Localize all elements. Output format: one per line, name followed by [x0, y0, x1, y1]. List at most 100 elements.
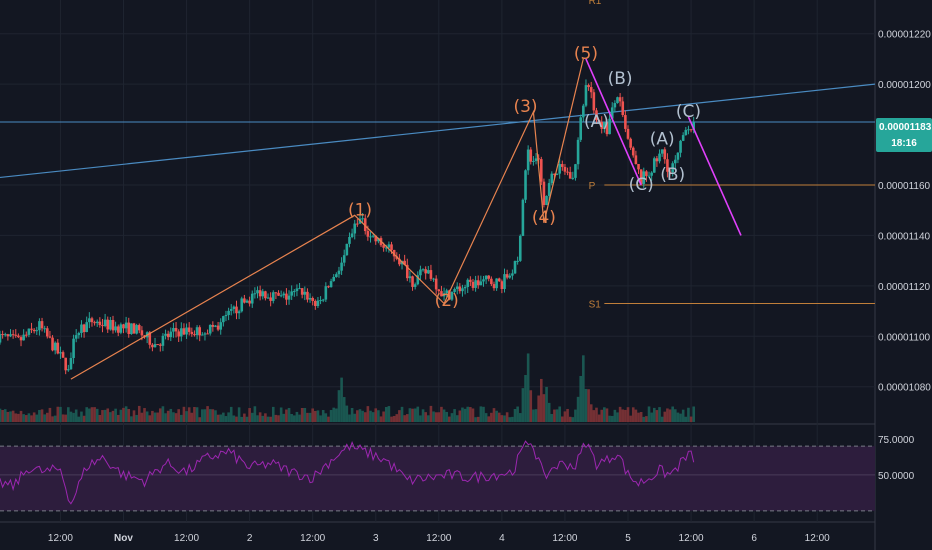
candle-body [219, 322, 223, 330]
candle-body [224, 314, 228, 317]
volume-bar [140, 412, 144, 422]
volume-bar [658, 407, 661, 422]
volume-bar [17, 413, 20, 422]
volume-bar [497, 412, 501, 422]
volume-bar [539, 378, 543, 422]
candle-body [658, 153, 661, 162]
candle-body [122, 324, 125, 329]
wave-label: (4) [532, 208, 556, 228]
time-axis[interactable]: 12:00 Nov 12:00 2 12:00 3 12:00 4 12:00 5 12:00 6 12… [48, 533, 830, 544]
volume-bar [106, 408, 110, 422]
volume-bar [111, 410, 115, 422]
volume-bar [82, 415, 86, 422]
volume-bar [492, 408, 496, 422]
volume-bar [64, 414, 67, 422]
volume-bar [471, 408, 475, 422]
volume-bar [264, 413, 267, 422]
volume-bar [350, 407, 354, 422]
volume-bar [500, 415, 504, 422]
candle-body [353, 223, 357, 234]
candle-body [553, 173, 556, 175]
candle-body [660, 149, 664, 154]
horizontal-lines [0, 83, 876, 305]
wave-label: (B) [608, 69, 633, 89]
candle-body [440, 291, 443, 297]
candle-body [124, 322, 128, 329]
candle-body [232, 306, 236, 310]
candle-body [337, 270, 341, 275]
volume-bar [45, 412, 49, 422]
price-tick-label: 0.00001120 [878, 282, 931, 293]
candle-body [663, 149, 667, 160]
volume-bar [279, 407, 283, 422]
candle-body [88, 318, 91, 323]
candle-body [692, 122, 695, 130]
candle-body [424, 269, 427, 274]
time-tick-label: 2 [247, 533, 253, 544]
volume-bar [516, 406, 519, 422]
candle-body [674, 159, 677, 164]
candle-body [290, 291, 293, 296]
volume-bar [88, 408, 91, 422]
candle-body [679, 140, 682, 153]
candle-body [109, 320, 112, 330]
volume-bar [647, 406, 651, 422]
candle-body [652, 158, 656, 173]
correction-line [585, 58, 642, 186]
volume-bar [524, 375, 527, 422]
candle-body [227, 310, 230, 315]
volume-bar [290, 413, 293, 422]
volume-bar [174, 413, 178, 422]
volume-bar [579, 375, 583, 422]
volume-bar [442, 409, 446, 422]
volume-bar [306, 412, 309, 422]
volume-bar [201, 409, 204, 422]
candle-body [216, 325, 220, 330]
volume-bar [358, 409, 362, 422]
volume-bar [518, 413, 522, 422]
candle-body [356, 223, 359, 225]
candle-body [416, 275, 420, 285]
candle-body [48, 336, 52, 338]
volume-bar [258, 412, 262, 422]
time-tick-label: 12:00 [805, 533, 830, 544]
candle-body [151, 344, 154, 348]
volume-bar [395, 414, 399, 422]
candle-body [40, 321, 44, 329]
volume-bar [463, 408, 467, 422]
volume-bar [292, 415, 296, 422]
volume-bar [229, 406, 233, 422]
candle-body [542, 181, 546, 205]
volume-bar [403, 415, 406, 422]
current-price-tag: 0.00001183 18:16 [876, 118, 932, 153]
candle-body [264, 291, 267, 299]
price-axis[interactable]: 0.00001220 0.00001200 0.00001160 0.00001140… [878, 30, 931, 394]
candle-body [345, 243, 349, 256]
candle-body [484, 275, 488, 280]
volume-bar [335, 408, 338, 422]
volume-bar [508, 417, 512, 422]
candle-body [82, 324, 86, 333]
candle-body [119, 324, 123, 333]
candle-body [172, 328, 175, 332]
volume-bar [101, 410, 104, 422]
candle-body [532, 160, 535, 162]
rsi-tick-label: 50.0000 [878, 471, 915, 482]
volume-bar [484, 413, 488, 422]
candle-body [316, 300, 320, 307]
volume-bar [568, 416, 572, 422]
candle-body [69, 358, 73, 370]
candle-body [324, 286, 328, 300]
candle-body [584, 85, 588, 106]
volume-bar [340, 377, 343, 422]
volume-bar [411, 408, 414, 422]
candle-body [279, 295, 283, 297]
rsi-axis[interactable]: 75.0000 50.0000 [878, 435, 915, 482]
volume-bar [206, 406, 209, 422]
candle-body [1, 334, 4, 336]
volume-bar [271, 406, 275, 422]
candle-body [203, 333, 207, 335]
wave-label: (A) [650, 130, 675, 150]
volume-bar [9, 411, 12, 422]
